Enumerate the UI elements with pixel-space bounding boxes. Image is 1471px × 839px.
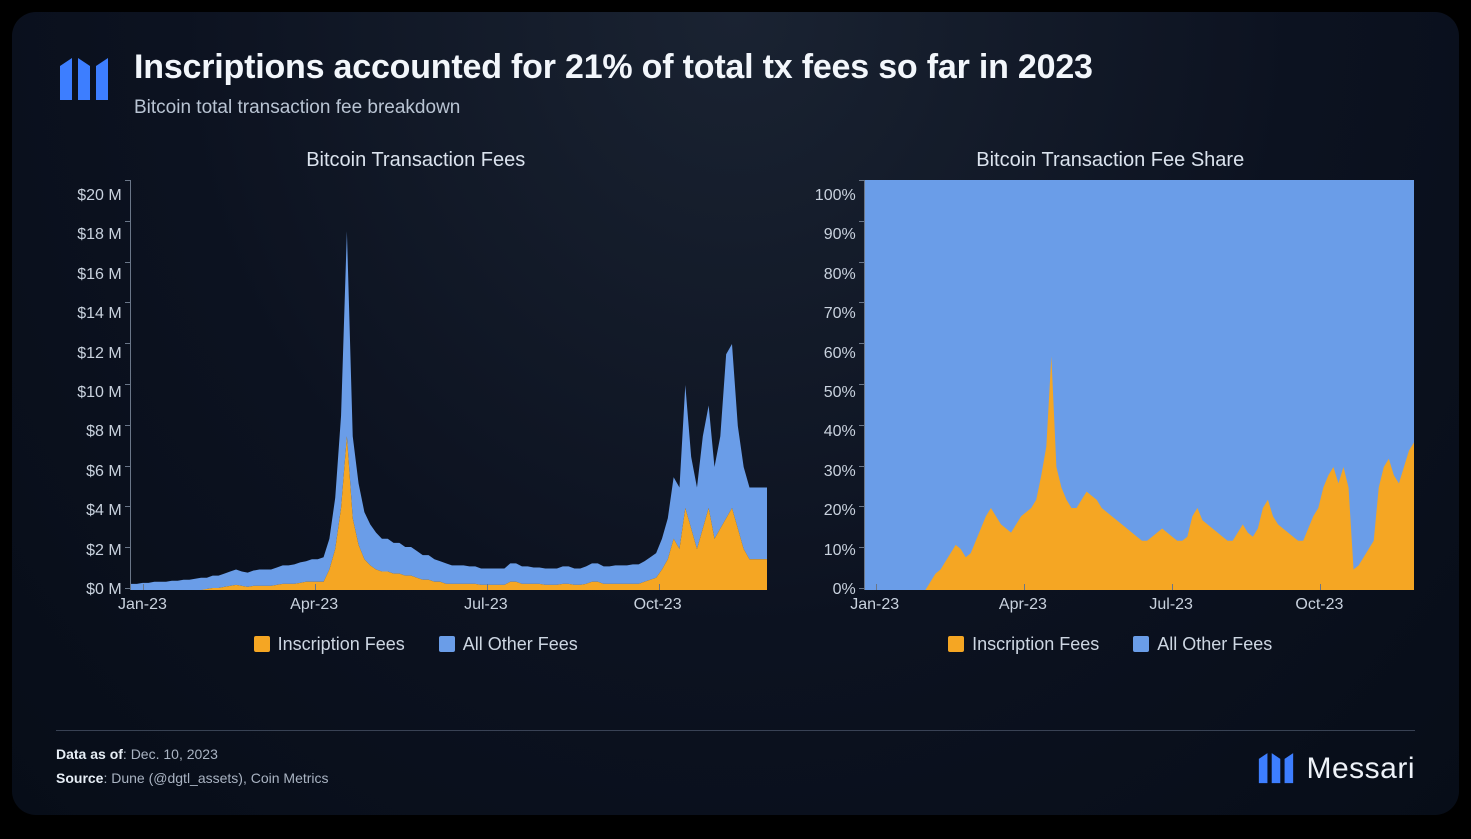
brand-name: Messari xyxy=(1306,752,1415,786)
y-tick-label: $8 M xyxy=(66,424,122,440)
x-tick-label: Jul-23 xyxy=(464,596,508,614)
footer-meta: Data as of: Dec. 10, 2023 Source: Dune (… xyxy=(56,743,1415,791)
y-tick-label: 10% xyxy=(808,543,856,559)
y-tick-label: 0% xyxy=(808,582,856,598)
footer: Data as of: Dec. 10, 2023 Source: Dune (… xyxy=(56,730,1415,791)
y-tick-label: 90% xyxy=(808,227,856,243)
y-tick-label: $10 M xyxy=(66,385,122,401)
header: Inscriptions accounted for 21% of total … xyxy=(56,48,1415,119)
legend-item-inscription: Inscription Fees xyxy=(254,634,405,655)
charts-row: Bitcoin Transaction Fees $20 M $18 M $16 M… xyxy=(56,149,1415,655)
y-axis: $20 M $18 M $16 M $14 M $12 M $10 M $8 M $6 M $4… xyxy=(66,180,122,590)
series-other xyxy=(131,231,767,590)
page-title: Inscriptions accounted for 21% of total … xyxy=(134,48,1093,87)
y-tick-label: $2 M xyxy=(66,543,122,559)
data-as-of-value: : Dec. 10, 2023 xyxy=(123,746,218,762)
x-axis: Jan-23Apr-23Jul-23Oct-23 xyxy=(130,590,766,620)
divider xyxy=(56,730,1415,731)
y-tick-label: 80% xyxy=(808,267,856,283)
chart-share-legend: Inscription Fees All Other Fees xyxy=(948,634,1272,655)
swatch-icon xyxy=(439,636,455,652)
y-tick-label: $6 M xyxy=(66,464,122,480)
chart-fees-plot: $20 M $18 M $16 M $14 M $12 M $10 M $8 M $6 M $4… xyxy=(66,180,766,620)
source-value: : Dune (@dgtl_assets), Coin Metrics xyxy=(103,770,328,786)
page-subtitle: Bitcoin total transaction fee breakdown xyxy=(134,97,1093,119)
chart-svg xyxy=(865,180,1414,590)
chart-svg xyxy=(131,180,767,590)
x-tick-label: Jul-23 xyxy=(1149,596,1193,614)
legend-item-other: All Other Fees xyxy=(1133,634,1272,655)
y-tick-label: 100% xyxy=(808,188,856,204)
y-tick-label: $14 M xyxy=(66,306,122,322)
y-tick-label: $18 M xyxy=(66,227,122,243)
data-as-of-label: Data as of xyxy=(56,746,123,762)
messari-logo-icon xyxy=(1256,746,1296,791)
chart-share-title: Bitcoin Transaction Fee Share xyxy=(976,149,1244,172)
legend-item-other: All Other Fees xyxy=(439,634,578,655)
chart-fees: Bitcoin Transaction Fees $20 M $18 M $16 M… xyxy=(56,149,775,655)
y-tick-label: 60% xyxy=(808,346,856,362)
y-tick-label: $20 M xyxy=(66,188,122,204)
y-tick-label: 40% xyxy=(808,424,856,440)
y-tick-label: $4 M xyxy=(66,503,122,519)
brand: Messari xyxy=(1256,746,1415,791)
swatch-icon xyxy=(1133,636,1149,652)
y-tick-label: $12 M xyxy=(66,346,122,362)
chart-share-plot: 100% 90% 80% 70% 60% 50% 40% 30% 20% 10% 0%Jan-23 A… xyxy=(808,180,1413,620)
source-label: Source xyxy=(56,770,103,786)
x-tick-label: Oct-23 xyxy=(1295,596,1343,614)
y-tick-label: $0 M xyxy=(66,582,122,598)
plot-area xyxy=(864,180,1413,590)
y-tick-label: 50% xyxy=(808,385,856,401)
x-axis: Jan-23Apr-23Jul-23Oct-23 xyxy=(864,590,1413,620)
y-tick-label: 20% xyxy=(808,503,856,519)
swatch-icon xyxy=(948,636,964,652)
x-tick-label: Apr-23 xyxy=(999,596,1047,614)
x-tick-label: Oct-23 xyxy=(634,596,682,614)
y-axis: 100%90%80%70%60%50%40%30%20%10%0% xyxy=(808,180,856,590)
chart-share: Bitcoin Transaction Fee Share 100% 90% 80%… xyxy=(805,149,1415,655)
chart-fees-title: Bitcoin Transaction Fees xyxy=(306,149,525,172)
y-tick-label: 30% xyxy=(808,464,856,480)
plot-area xyxy=(130,180,766,590)
x-tick-label: Apr-23 xyxy=(290,596,338,614)
chart-fees-legend: Inscription Fees All Other Fees xyxy=(254,634,578,655)
messari-logo-icon xyxy=(56,48,112,104)
swatch-icon xyxy=(254,636,270,652)
x-tick-label: Jan-23 xyxy=(850,596,899,614)
legend-item-inscription: Inscription Fees xyxy=(948,634,1099,655)
y-tick-label: $16 M xyxy=(66,267,122,283)
chart-card: Inscriptions accounted for 21% of total … xyxy=(12,12,1459,815)
title-block: Inscriptions accounted for 21% of total … xyxy=(134,48,1093,119)
x-tick-label: Jan-23 xyxy=(118,596,167,614)
y-tick-label: 70% xyxy=(808,306,856,322)
